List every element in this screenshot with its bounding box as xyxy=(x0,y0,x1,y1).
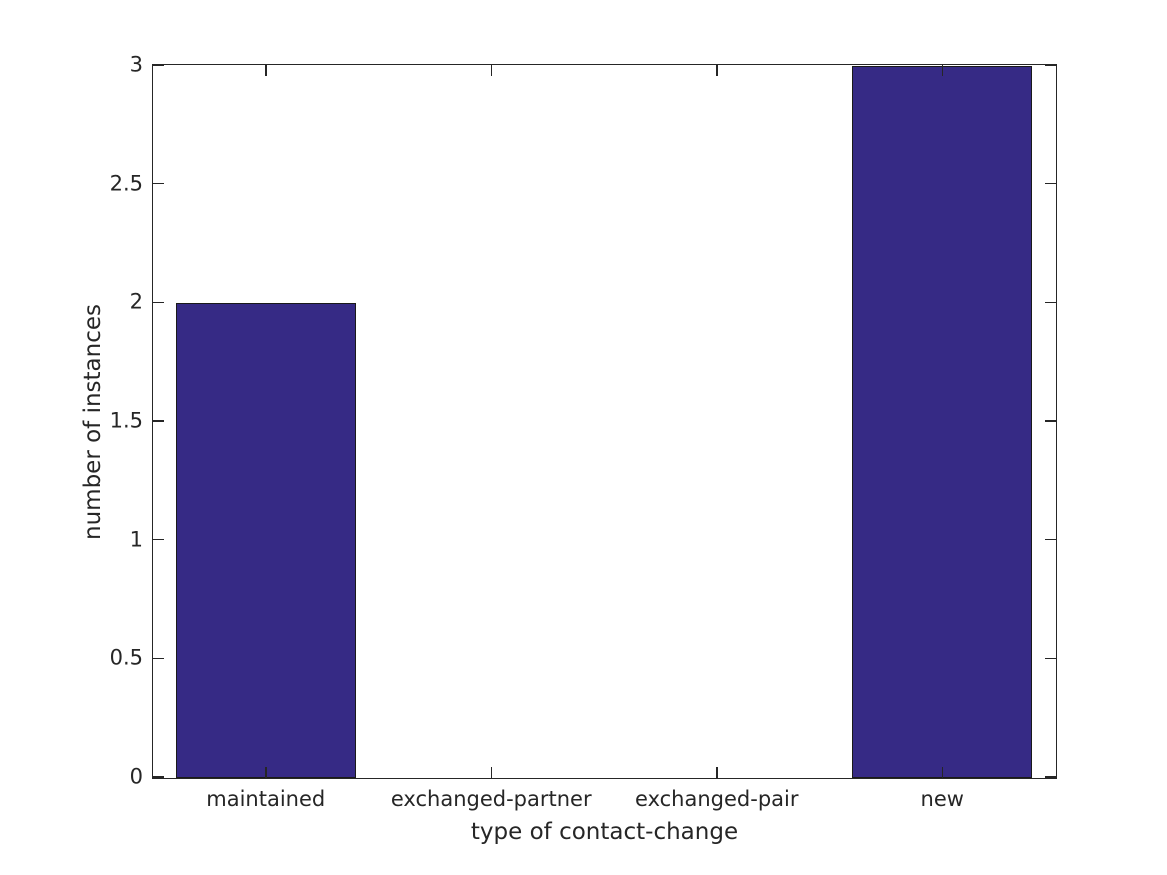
y-tick-left-0 xyxy=(153,776,164,778)
y-tick-label-0: 0 xyxy=(129,764,143,789)
x-tick-label-maintained: maintained xyxy=(206,787,326,811)
y-tick-left-3 xyxy=(153,64,164,66)
x-tick-label-exchanged-pair: exchanged-pair xyxy=(635,787,799,811)
y-tick-right-0 xyxy=(1045,776,1056,778)
x-tick-bottom-exchanged-partner xyxy=(490,767,492,778)
y-tick-left-2 xyxy=(153,301,164,304)
y-tick-left-2.5 xyxy=(153,182,164,185)
x-tick-label-exchanged-partner: exchanged-partner xyxy=(390,787,592,811)
y-tick-label-1: 1 xyxy=(129,527,143,552)
y-tick-left-0.5 xyxy=(153,657,164,660)
y-tick-right-2.5 xyxy=(1045,182,1056,185)
y-tick-right-3 xyxy=(1045,64,1056,66)
y-tick-right-0.5 xyxy=(1045,657,1056,660)
y-tick-left-1.5 xyxy=(153,420,164,422)
y-tick-right-1 xyxy=(1045,538,1056,541)
y-tick-label-1.5: 1.5 xyxy=(109,408,143,433)
x-tick-label-new: new xyxy=(920,787,964,811)
bar-maintained xyxy=(175,303,356,778)
x-tick-bottom-exchanged-pair xyxy=(716,767,718,778)
y-tick-left-1 xyxy=(153,538,164,541)
y-axis-label-text: number of instances xyxy=(80,303,106,540)
y-tick-right-2 xyxy=(1045,301,1056,304)
plot-area: maintained exchanged-partner exchanged-pai… xyxy=(80,53,1057,845)
x-tick-top-exchanged-pair xyxy=(716,65,718,76)
x-tick-top-new xyxy=(941,65,943,76)
x-tick-top-maintained xyxy=(265,65,267,76)
bar-new xyxy=(852,66,1033,778)
y-tick-label-2: 2 xyxy=(129,289,143,314)
x-tick-top-exchanged-partner xyxy=(490,65,492,76)
x-tick-bottom-maintained xyxy=(265,767,267,778)
y-tick-label-2.5: 2.5 xyxy=(109,171,143,196)
y-tick-label-0.5: 0.5 xyxy=(109,645,143,670)
x-axis-label: type of contact-change xyxy=(470,819,739,845)
y-tick-label-3: 3 xyxy=(129,52,143,77)
x-tick-bottom-new xyxy=(941,767,943,778)
y-tick-right-1.5 xyxy=(1045,420,1056,422)
